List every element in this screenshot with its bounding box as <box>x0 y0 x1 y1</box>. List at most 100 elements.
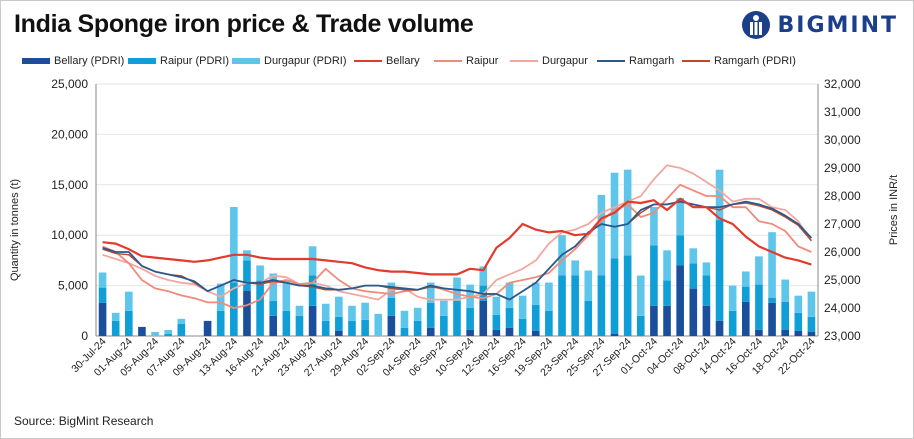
bar-raipur-pdri <box>295 315 304 336</box>
bar-durgapur-pdri <box>531 282 540 305</box>
bar-raipur-pdri <box>689 263 698 289</box>
y2-tick-label: 30,000 <box>824 133 861 147</box>
legend-raipur: Raipur <box>434 55 498 67</box>
bar-raipur-pdri <box>413 320 422 336</box>
y2-tick-label: 31,000 <box>824 105 861 119</box>
legend-ramgarh-pdri: Ramgarh (PDRI) <box>682 55 796 67</box>
bar-durgapur-pdri <box>584 270 593 301</box>
bar-raipur-pdri <box>741 286 750 302</box>
bar-bellary-pdri <box>531 330 540 336</box>
bar-raipur-pdri <box>807 316 816 332</box>
bar-raipur-pdri <box>715 220 724 321</box>
legend-swatch <box>434 60 462 62</box>
y-axis-left: 0 5,000 10,000 15,000 20,000 25,000 <box>51 77 88 343</box>
bar-durgapur-pdri <box>623 169 632 256</box>
bar-raipur-pdri <box>794 312 803 331</box>
bar-durgapur-pdri <box>610 172 619 259</box>
bar-bellary-pdri <box>768 302 776 336</box>
legend-swatch <box>128 58 156 64</box>
bar-raipur-pdri <box>755 284 763 330</box>
line-bellary <box>102 197 812 276</box>
bar-bellary-pdri <box>781 329 789 336</box>
bar-durgapur-pdri <box>256 265 264 281</box>
bar-raipur-pdri <box>531 304 540 331</box>
y2-axis-label: Prices in INR/t <box>888 175 900 245</box>
legend-label: Bellary <box>386 55 420 67</box>
y2-tick-label: 28,000 <box>824 189 861 203</box>
bar-raipur-pdri <box>584 300 593 336</box>
bar-bellary-pdri <box>610 333 619 336</box>
brand-name: BIGMINT <box>777 12 898 38</box>
bar-bellary-pdri <box>492 329 501 336</box>
legend-raipur-pdri: Raipur (PDRI) <box>128 55 229 67</box>
bar-bellary-pdri <box>676 265 684 336</box>
bar-raipur-pdri <box>282 310 291 336</box>
y-tick-label: 25,000 <box>51 77 88 91</box>
y2-tick-label: 26,000 <box>824 245 861 259</box>
chart-title: India Sponge iron price & Trade volume <box>14 10 474 38</box>
bar-durgapur-pdri <box>413 307 422 321</box>
legend-label: Ramgarh <box>629 55 675 67</box>
bar-raipur-pdri <box>728 310 737 336</box>
bar-bellary-pdri <box>387 315 396 336</box>
bar-durgapur-pdri <box>151 331 159 336</box>
bar-durgapur-pdri <box>676 197 684 236</box>
bar-bellary-pdri <box>505 327 514 336</box>
legend-swatch <box>682 60 710 62</box>
bar-bellary-pdri <box>715 320 724 336</box>
bar-durgapur-pdri <box>545 282 553 311</box>
legend-bellary-pdri: Bellary (PDRI) <box>22 55 124 67</box>
bar-durgapur-pdri <box>715 169 724 221</box>
bar-durgapur-pdri <box>807 291 816 317</box>
y2-tick-label: 29,000 <box>824 161 861 175</box>
source-note: Source: BigMint Research <box>14 414 154 428</box>
y2-tick-label: 23,000 <box>824 329 861 343</box>
legend-label: Ramgarh (PDRI) <box>714 55 796 67</box>
bar-raipur-pdri <box>125 310 133 336</box>
legend-bellary: Bellary <box>354 55 420 67</box>
bar-raipur-pdri <box>453 300 461 336</box>
bar-durgapur-pdri <box>689 248 698 264</box>
bar-bellary-pdri <box>138 326 146 336</box>
bar-raipur-pdri <box>781 301 789 330</box>
legend-durgapur: Durgapur <box>510 55 588 67</box>
bar-durgapur-pdri <box>702 262 711 276</box>
bar-durgapur-pdri <box>728 285 737 311</box>
y-axis-right: 23,000 24,000 25,000 26,000 27,000 28,000 29,0… <box>824 77 861 343</box>
bar-bellary-pdri <box>203 320 212 336</box>
bar-raipur-pdri <box>610 258 619 334</box>
bar-raipur-pdri <box>321 320 330 336</box>
y-axis-label: Quantity in tonnes (t) <box>9 179 21 281</box>
bar-bellary-pdri <box>243 290 251 336</box>
bar-durgapur-pdri <box>361 302 369 320</box>
bar-raipur-pdri <box>98 287 107 303</box>
y-tick-label: 20,000 <box>51 127 88 141</box>
bar-durgapur-pdri <box>518 295 527 319</box>
bar-raipur-pdri <box>216 310 225 336</box>
line-durgapur <box>102 164 813 301</box>
bar-bellary-pdri <box>466 329 474 336</box>
bar-durgapur-pdri <box>230 206 238 283</box>
bar-durgapur-pdri <box>374 313 383 336</box>
bar-raipur-pdri <box>545 310 553 336</box>
bar-raipur-pdri <box>426 302 435 328</box>
bar-raipur-pdri <box>308 275 317 306</box>
bar-bellary-pdri <box>98 302 107 336</box>
line-series <box>102 164 813 309</box>
bar-raipur-pdri <box>623 255 632 336</box>
bar-raipur-pdri <box>111 320 120 336</box>
bar-durgapur-pdri <box>440 300 448 316</box>
y2-tick-label: 25,000 <box>824 273 861 287</box>
bar-durgapur-pdri <box>269 273 278 301</box>
bar-bellary-pdri <box>807 331 816 336</box>
bar-durgapur-pdri <box>98 272 107 288</box>
legend-label: Durgapur (PDRI) <box>264 55 347 67</box>
bar-raipur-pdri <box>243 260 251 291</box>
bar-durgapur-pdri <box>177 318 186 324</box>
bar-raipur-pdri <box>702 275 711 306</box>
bar-raipur-pdri <box>636 315 645 336</box>
legend-label: Raipur (PDRI) <box>160 55 230 67</box>
line-raipur <box>102 183 812 309</box>
bar-raipur-pdri <box>650 245 658 306</box>
bar-durgapur-pdri <box>781 279 789 302</box>
